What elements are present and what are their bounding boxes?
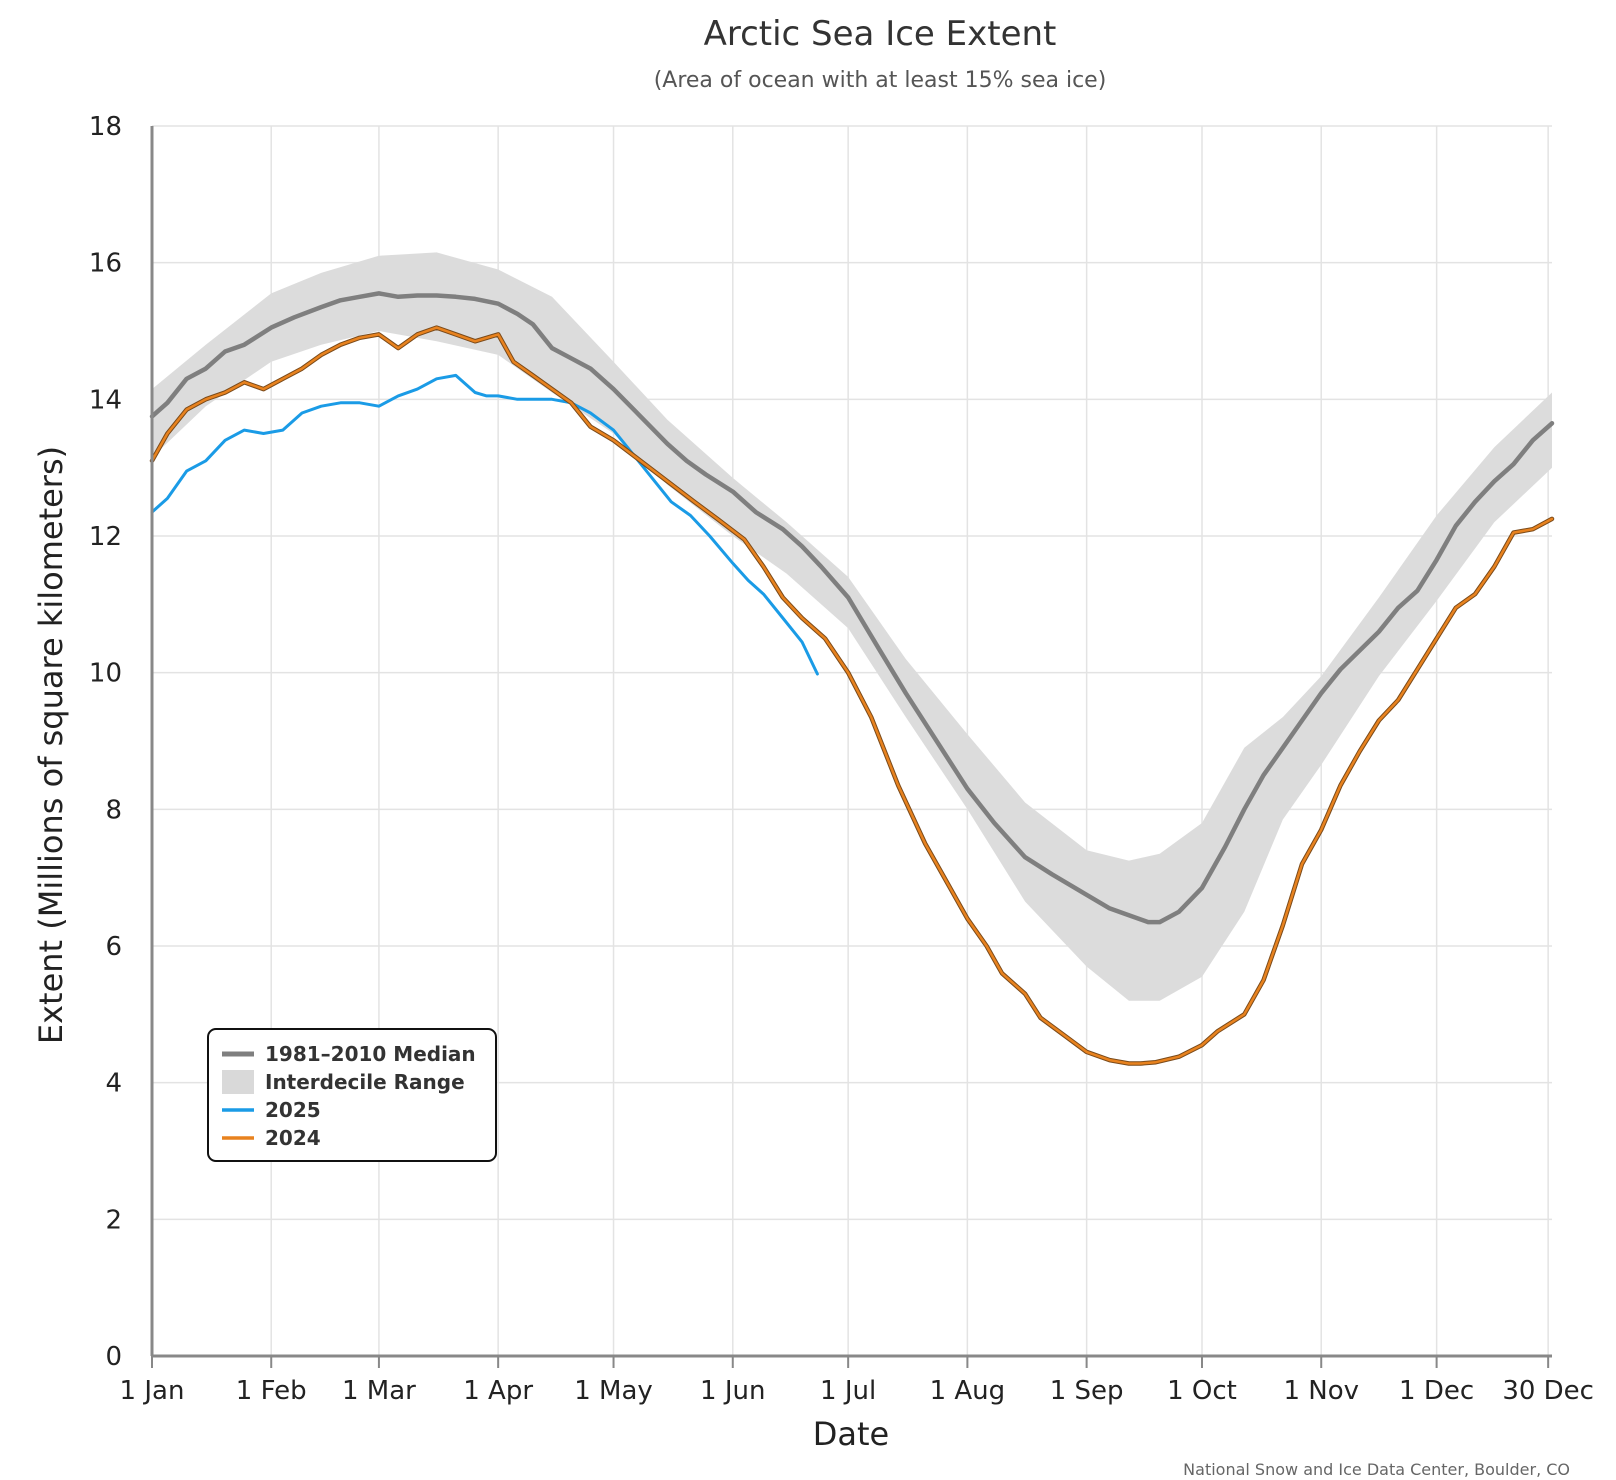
y-tick-label: 0 — [105, 1342, 122, 1372]
y-axis-title: Extent (Millions of square kilometers) — [32, 446, 70, 1044]
legend-label-2025: 2025 — [265, 1098, 321, 1122]
x-tick-label: 1 Jul — [820, 1376, 876, 1406]
x-tick-label: 1 May — [574, 1376, 653, 1406]
legend-label-2024: 2024 — [265, 1126, 321, 1150]
source-credit: National Snow and Ice Data Center, Bould… — [1183, 1460, 1570, 1479]
series-line-2025 — [150, 373, 819, 676]
x-tick-label: 1 Aug — [930, 1376, 1006, 1406]
series-line-2024 — [150, 326, 1554, 1065]
y-tick-label: 2 — [105, 1205, 122, 1235]
x-tick-label: 1 Dec — [1399, 1376, 1474, 1406]
interdecile-band-layer — [152, 252, 1552, 1001]
legend-box — [207, 1028, 497, 1162]
y-tick-label: 8 — [105, 795, 122, 825]
x-tick-label: 1 Mar — [342, 1376, 416, 1406]
y-tick-label: 6 — [105, 932, 122, 962]
x-tick-label: 1 Feb — [236, 1376, 307, 1406]
series-layer — [149, 291, 1555, 1066]
y-tick-label: 16 — [89, 249, 122, 279]
chart-subtitle: (Area of ocean with at least 15% sea ice… — [654, 68, 1107, 93]
legend-swatch-interdecile-range — [222, 1070, 254, 1094]
interdecile-range-band — [152, 252, 1552, 1001]
y-tick-label: 12 — [89, 522, 122, 552]
tick-labels: 0 2 4 6 8 10 12 14 16 18 1 Jan 1 Feb 1 Mar 1 Apr 1 May… — [89, 112, 1594, 1406]
x-tick-label: 30 Dec — [1502, 1376, 1594, 1406]
x-tick-label: 1 Sep — [1050, 1376, 1124, 1406]
x-axis-title: Date — [813, 1415, 889, 1453]
legend: 1981–2010 Median Interdecile Range 2025 202… — [207, 1028, 497, 1162]
y-tick-label: 4 — [105, 1069, 122, 1099]
legend-label-interdecile-range: Interdecile Range — [265, 1070, 465, 1094]
y-tick-label: 14 — [89, 385, 122, 415]
x-tick-label: 1 Oct — [1167, 1376, 1237, 1406]
y-tick-label: 10 — [89, 659, 122, 689]
chart-title: Arctic Sea Ice Extent — [704, 14, 1057, 54]
x-tick-label: 1 Nov — [1283, 1376, 1359, 1406]
x-tick-label: 1 Jun — [700, 1376, 765, 1406]
x-tick-label: 1 Jan — [120, 1376, 185, 1406]
legend-label-1981-2010-median: 1981–2010 Median — [265, 1042, 476, 1066]
x-tick-label: 1 Apr — [463, 1376, 533, 1406]
axes — [150, 126, 1552, 1358]
y-tick-label: 18 — [89, 112, 122, 142]
series-line-1981-2010-median — [149, 291, 1555, 925]
